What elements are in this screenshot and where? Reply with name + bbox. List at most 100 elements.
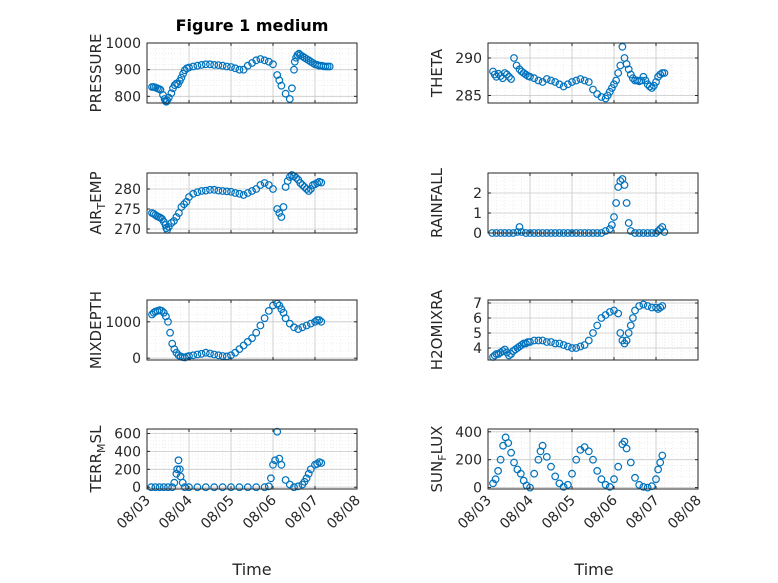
y-tick-label: 900: [114, 63, 141, 79]
data-point: [568, 469, 576, 478]
y-tick-label: 275: [114, 202, 141, 218]
data-point: [559, 341, 568, 349]
data-point: [302, 321, 311, 330]
x-axis-label-right: Time: [573, 560, 613, 579]
data-point: [260, 314, 269, 323]
data-point: [534, 76, 543, 85]
data-point: [500, 69, 509, 77]
data-point: [269, 460, 277, 469]
data-point: [304, 469, 313, 478]
data-point: [306, 319, 315, 328]
y-axis-label-main: PRESSURE: [87, 34, 105, 113]
data-point: [639, 300, 648, 309]
data-point: [252, 56, 261, 65]
data-point: [517, 341, 526, 349]
data-point: [180, 200, 188, 209]
data-point: [306, 185, 315, 193]
data-point: [530, 74, 539, 83]
data-point: [580, 341, 589, 349]
data-point: [210, 61, 219, 69]
data-point: [580, 443, 589, 452]
data-point: [277, 460, 286, 469]
data-point: [658, 69, 667, 77]
data-point: [568, 344, 576, 352]
data-point: [559, 483, 568, 491]
data-point: [302, 474, 311, 483]
data-point: [593, 321, 602, 330]
data-point: [589, 329, 597, 337]
data-point: [256, 321, 265, 330]
data-point: [264, 307, 273, 315]
data-point: [490, 351, 499, 360]
axes-box-theta: [487, 42, 699, 104]
data-point: [256, 181, 265, 189]
data-point: [610, 80, 618, 89]
data-point: [293, 51, 302, 59]
figure-title: Figure 1 medium: [176, 16, 329, 35]
data-point: [206, 60, 214, 69]
data-point: [321, 62, 330, 71]
data-point: [658, 451, 667, 460]
y-axis-label-main: MIXDEPTH: [87, 291, 105, 369]
data-point: [231, 64, 240, 73]
data-point: [252, 185, 261, 193]
data-point: [206, 185, 214, 194]
subplot-air_temp: 270 275 280 AIRTEMP: [87, 171, 358, 238]
y-tick-label: 280: [114, 182, 141, 198]
markers-terr_msl: [147, 427, 326, 492]
data-point: [277, 81, 286, 90]
data-point: [298, 323, 307, 332]
data-point: [201, 483, 210, 492]
data-point: [635, 302, 644, 310]
data-point: [267, 474, 275, 483]
data-point: [534, 455, 543, 464]
data-point: [589, 85, 597, 94]
data-point: [620, 437, 629, 446]
data-point: [269, 185, 277, 193]
data-point: [256, 55, 265, 63]
data-point: [304, 187, 313, 195]
data-point: [172, 213, 181, 221]
data-point: [290, 323, 298, 332]
data-point: [206, 349, 214, 358]
data-point: [614, 309, 623, 318]
plot-area-mixdepth: [147, 300, 357, 360]
y-axis-label-main: RAINFALL: [428, 167, 446, 238]
data-point: [222, 187, 231, 196]
data-point: [643, 302, 652, 310]
data-point: [271, 456, 280, 465]
data-point: [178, 478, 187, 487]
data-point: [201, 348, 210, 357]
subplot-rainfall: 0 1 2 RAINFALL: [428, 167, 699, 242]
data-point: [164, 317, 172, 326]
y-tick-label: 1000: [105, 36, 141, 52]
data-point: [189, 189, 198, 198]
data-point: [624, 65, 633, 74]
data-point: [317, 317, 326, 326]
data-point: [601, 480, 610, 489]
y-tick-label: 4: [473, 341, 482, 357]
data-point: [292, 173, 301, 182]
data-point: [551, 339, 560, 348]
y-tick-label: 290: [455, 51, 482, 67]
y-tick-label: 5: [473, 326, 482, 342]
y-axis-label-main: SUN: [428, 461, 446, 493]
data-point: [656, 458, 665, 467]
data-point: [294, 325, 303, 334]
data-point: [503, 70, 511, 79]
data-point: [626, 458, 635, 467]
y-tick-label: 800: [114, 89, 141, 105]
y-tick-label: 1: [473, 206, 482, 222]
markers-pressure: [148, 49, 334, 106]
y-tick-label: 0: [132, 480, 141, 496]
data-point: [170, 478, 179, 487]
data-point: [175, 465, 184, 474]
data-point: [151, 483, 160, 492]
axes-box-rainfall: [487, 172, 699, 234]
data-point: [515, 223, 524, 231]
y-axis-label-main: THETA: [428, 48, 446, 98]
data-point: [269, 60, 277, 69]
data-point: [248, 187, 256, 195]
data-point: [162, 97, 171, 106]
y-axis-label-subscript: M: [95, 443, 108, 453]
